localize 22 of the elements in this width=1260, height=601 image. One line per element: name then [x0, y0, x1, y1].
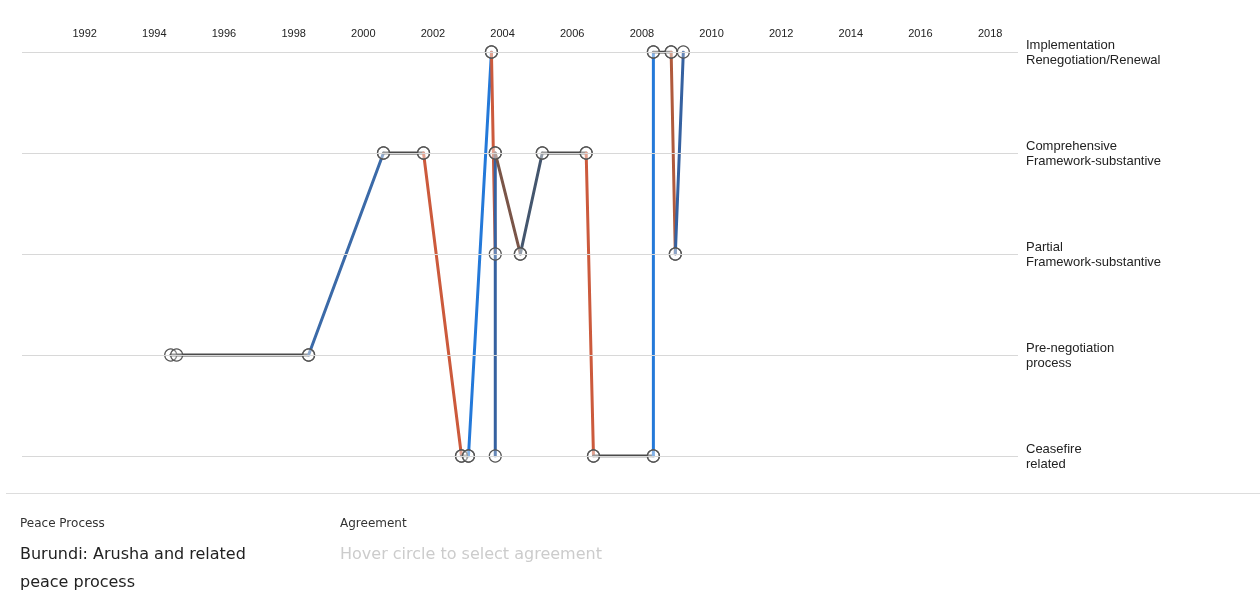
text: Peace Process: [20, 516, 106, 530]
x-tick-label: 2000: [351, 26, 376, 39]
x-tick-label: 2006: [560, 26, 585, 39]
ref-line-label: Pre-negotiation process: [1026, 340, 1115, 370]
x-tick-label: 2014: [838, 26, 864, 39]
ref-line-label: Partial Framework-substantive: [1026, 239, 1162, 269]
x-tick-label: 1992: [72, 26, 97, 39]
x-tick-label: 2012: [768, 26, 794, 39]
x-tick-label: 2016: [908, 26, 933, 39]
x-tick-label: 2010: [699, 26, 724, 39]
x-tick-label: 2004: [490, 26, 515, 39]
text: Agreement: [340, 516, 408, 530]
ref-line-label: Ceasefire related: [1026, 441, 1082, 471]
x-tick-label: 1996: [211, 26, 237, 39]
ref-line-label: Implementation Renegotiation/Renewal: [1026, 37, 1161, 67]
text: Burundi: Arusha and related peace process: [20, 543, 247, 593]
x-tick-label: 1998: [281, 26, 306, 39]
x-tick-label: 1994: [142, 26, 167, 39]
x-tick-label: 2008: [629, 26, 655, 39]
ref-line-label: Comprehensive Framework-substantive: [1026, 138, 1162, 168]
x-tick-label: 2018: [977, 26, 1003, 39]
x-tick-label: 2002: [420, 26, 446, 39]
